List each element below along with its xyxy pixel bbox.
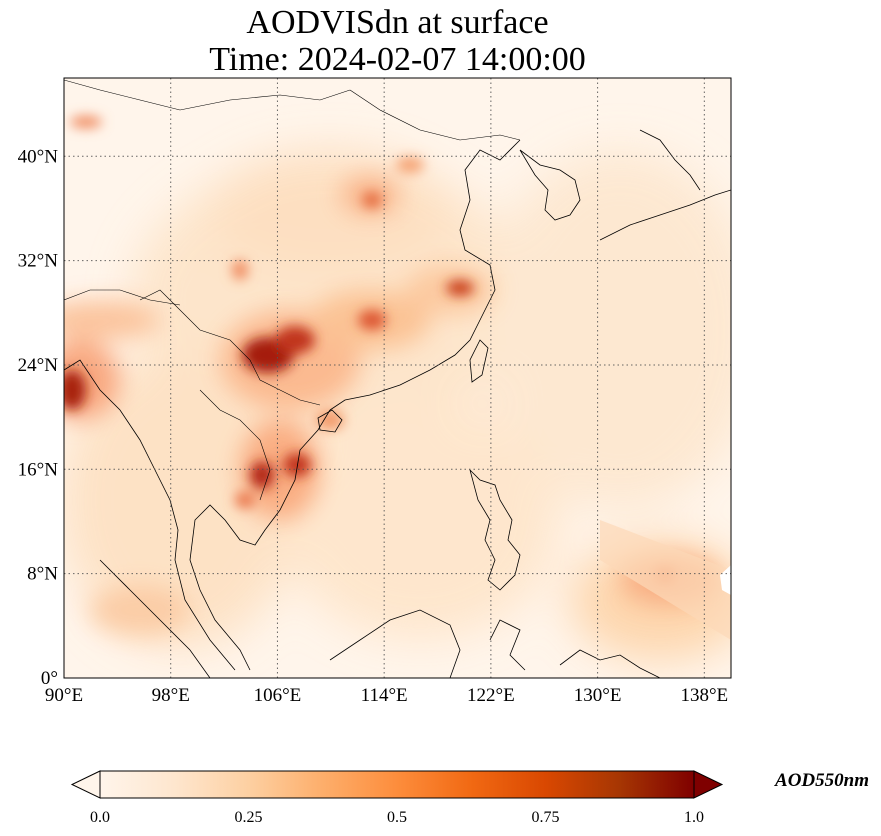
aod-field [64,116,731,660]
colorbar: 0.0 0.25 0.5 0.75 1.0 AOD550nm [70,770,869,826]
colorbar-tick-labels: 0.0 0.25 0.5 0.75 1.0 [90,809,704,826]
coastlines [64,79,731,678]
lat-tick-label: 40°N [18,146,59,167]
lon-tick-label: 130°E [574,685,622,706]
colorbar-min-extend [70,770,101,799]
lat-tick-label: 24°N [18,355,59,376]
colorbar-tick-label: 0.75 [532,809,560,826]
lon-tick-label: 138°E [680,685,728,706]
colorbar-unit-label: AOD550nm [774,770,869,791]
map-title: AODVISdn at surface [246,4,549,41]
map-frame [63,77,732,679]
colorbar-tick-label: 0.25 [235,809,263,826]
lon-tick-label: 114°E [361,685,408,706]
map-time-subtitle: Time: 2024-02-07 14:00:00 [209,41,586,78]
colorbar-tick-label: 0.5 [387,809,407,826]
lon-tick-label: 106°E [254,685,302,706]
lat-tick-label: 32°N [18,251,59,272]
colorbar-tick-label: 0.0 [90,809,110,826]
latitude-tick-labels: 0° 8°N 16°N 24°N 32°N 40°N [18,146,59,689]
lat-tick-label: 0° [41,668,58,689]
longitude-tick-labels: 90°E 98°E 106°E 114°E 122°E 130°E 138°E [45,685,728,706]
lon-tick-label: 122°E [467,685,515,706]
colorbar-max-extend [693,770,724,799]
lon-tick-label: 90°E [45,685,83,706]
colorbar-tick-label: 1.0 [684,809,704,826]
colorbar-gradient [100,771,694,798]
lon-tick-label: 98°E [152,685,190,706]
lat-tick-label: 16°N [18,459,59,480]
lat-tick-label: 8°N [27,564,58,585]
